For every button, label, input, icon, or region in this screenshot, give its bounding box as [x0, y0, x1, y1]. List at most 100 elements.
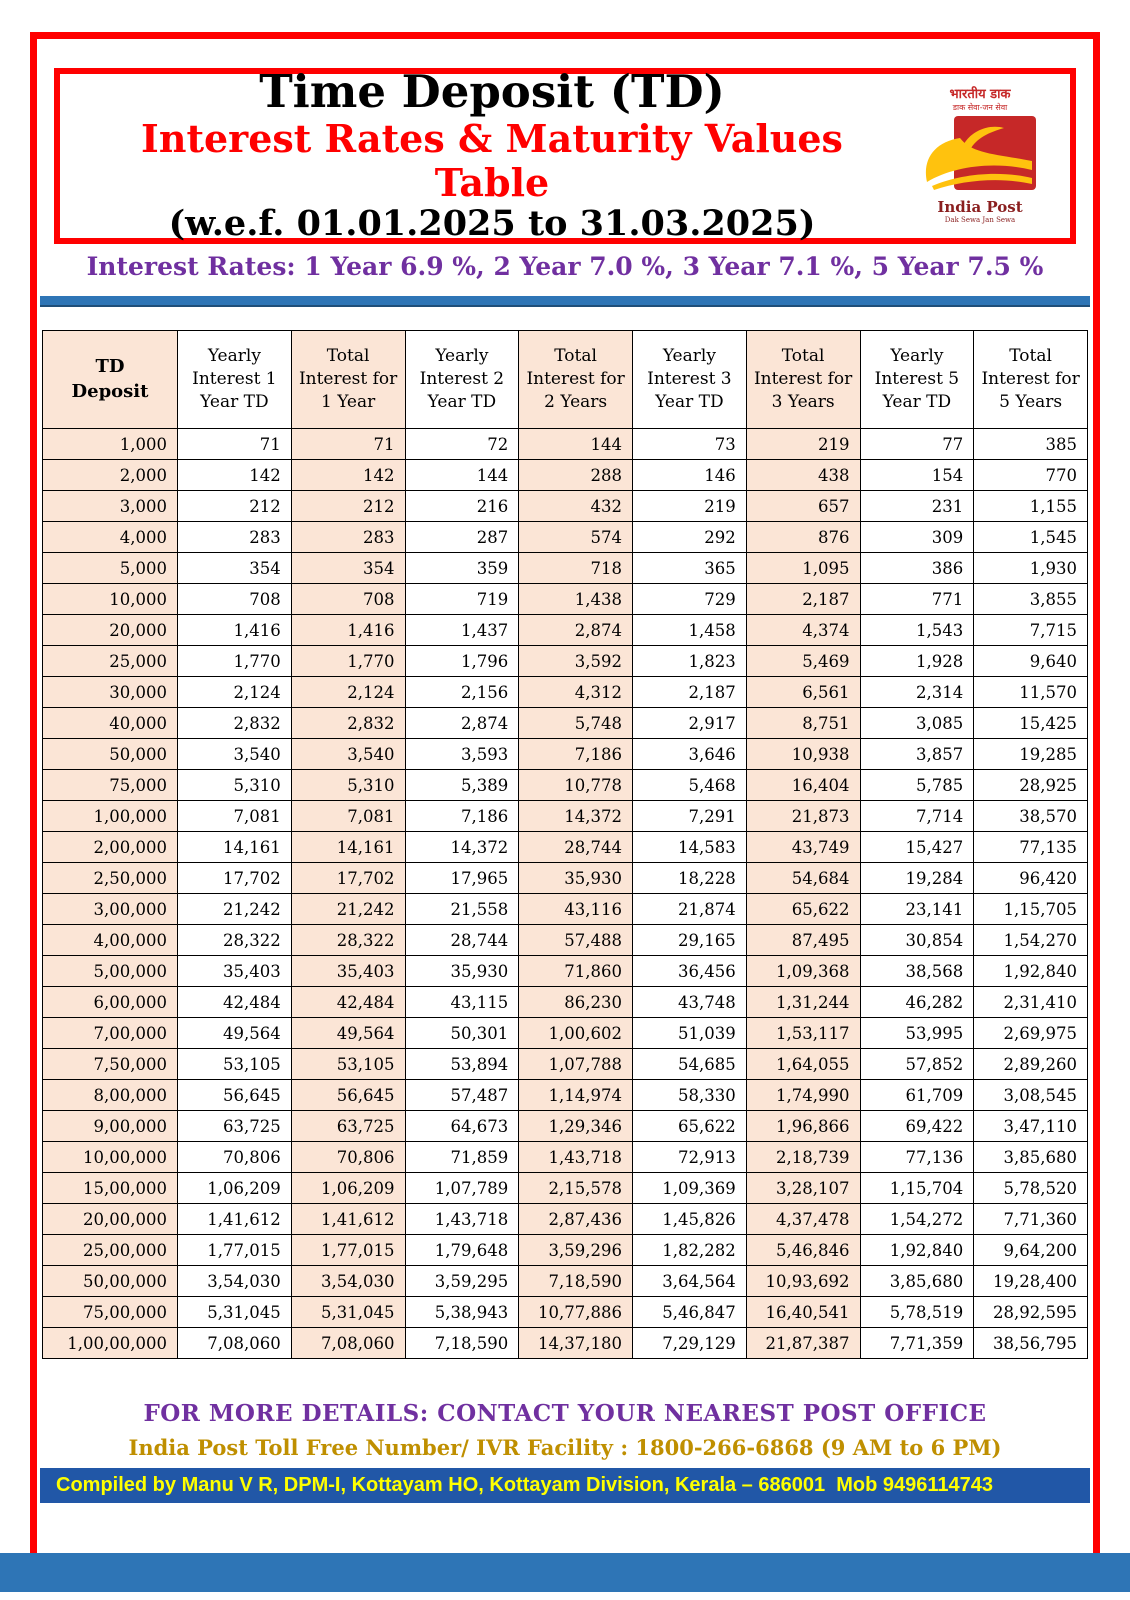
- india-post-logo: भारतीय डाक डाक सेवा-जन सेवा India Post D…: [900, 87, 1070, 224]
- value-cell: 10,77,886: [518, 1296, 633, 1328]
- deposit-cell: 7,00,000: [42, 1017, 178, 1049]
- value-cell: 3,855: [973, 583, 1088, 615]
- value-cell: 5,310: [177, 769, 292, 801]
- value-cell: 657: [745, 490, 861, 522]
- value-cell: 2,187: [745, 583, 861, 615]
- column-header: TD Deposit: [42, 330, 178, 429]
- effective-period: (w.e.f. 01.01.2025 to 31.03.2025): [168, 203, 816, 245]
- deposit-cell: 4,00,000: [42, 924, 178, 956]
- value-cell: 1,09,369: [632, 1172, 747, 1204]
- deposit-cell: 8,00,000: [42, 1079, 178, 1111]
- deposit-cell: 10,000: [42, 583, 178, 615]
- value-cell: 21,873: [745, 800, 861, 832]
- value-cell: 58,330: [632, 1079, 747, 1111]
- value-cell: 231: [859, 490, 975, 522]
- bottom-blue-strip: [0, 1553, 1130, 1592]
- value-cell: 142: [290, 459, 406, 491]
- value-cell: 5,38,943: [404, 1296, 520, 1328]
- value-cell: 15,427: [859, 831, 975, 863]
- value-cell: 96,420: [973, 862, 1088, 894]
- value-cell: 2,124: [290, 676, 406, 708]
- table-row: 10,000 708 708 719 1,438 729 2,187 771 3,855: [42, 583, 1088, 615]
- column-header: Total Interest for 1 Year: [290, 330, 406, 429]
- india-post-emblem-icon: [925, 116, 1036, 191]
- value-cell: 3,85,680: [973, 1141, 1088, 1173]
- value-cell: 354: [290, 552, 406, 584]
- value-cell: 2,917: [632, 707, 747, 739]
- table-row: 7,50,000 53,105 53,105 53,894 1,07,788 54,685…: [42, 1048, 1088, 1080]
- value-cell: 18,228: [632, 862, 747, 894]
- value-cell: 19,284: [859, 862, 975, 894]
- value-cell: 1,416: [290, 614, 406, 646]
- deposit-cell: 3,000: [42, 490, 178, 522]
- value-cell: 1,74,990: [745, 1079, 861, 1111]
- value-cell: 1,770: [177, 645, 292, 677]
- value-cell: 3,85,680: [859, 1265, 975, 1297]
- value-cell: 3,085: [859, 707, 975, 739]
- value-cell: 57,488: [518, 924, 633, 956]
- value-cell: 17,702: [177, 862, 292, 894]
- value-cell: 1,41,612: [290, 1203, 406, 1235]
- value-cell: 19,285: [973, 738, 1088, 770]
- column-header: Yearly Interest 1 Year TD: [177, 330, 292, 429]
- value-cell: 574: [518, 521, 633, 553]
- value-cell: 49,564: [290, 1017, 406, 1049]
- value-cell: 365: [632, 552, 747, 584]
- value-cell: 729: [632, 583, 747, 615]
- value-cell: 5,78,520: [973, 1172, 1088, 1204]
- value-cell: 5,389: [404, 769, 520, 801]
- value-cell: 35,930: [404, 955, 520, 987]
- table-row: 1,00,00,000 7,08,060 7,08,060 7,18,590 14,37…: [42, 1327, 1088, 1359]
- deposit-cell: 2,50,000: [42, 862, 178, 894]
- deposit-cell: 50,00,000: [42, 1265, 178, 1297]
- deposit-cell: 50,000: [42, 738, 178, 770]
- value-cell: 4,312: [518, 676, 633, 708]
- deposit-cell: 20,000: [42, 614, 178, 646]
- value-cell: 1,438: [518, 583, 633, 615]
- value-cell: 64,673: [404, 1110, 520, 1142]
- value-cell: 1,29,346: [518, 1110, 633, 1142]
- value-cell: 708: [177, 583, 292, 615]
- value-cell: 54,685: [632, 1048, 747, 1080]
- value-cell: 1,543: [859, 614, 975, 646]
- deposit-cell: 5,00,000: [42, 955, 178, 987]
- value-cell: 7,186: [518, 738, 633, 770]
- value-cell: 71: [290, 428, 406, 460]
- value-cell: 11,570: [973, 676, 1088, 708]
- value-cell: 1,930: [973, 552, 1088, 584]
- value-cell: 5,46,847: [632, 1296, 747, 1328]
- value-cell: 1,823: [632, 645, 747, 677]
- table-row: 7,00,000 49,564 49,564 50,301 1,00,602 51,039…: [42, 1017, 1088, 1049]
- value-cell: 1,54,272: [859, 1203, 975, 1235]
- value-cell: 1,43,718: [518, 1141, 633, 1173]
- value-cell: 28,744: [518, 831, 633, 863]
- value-cell: 3,857: [859, 738, 975, 770]
- value-cell: 1,15,704: [859, 1172, 975, 1204]
- value-cell: 1,14,974: [518, 1079, 633, 1111]
- value-cell: 3,54,030: [177, 1265, 292, 1297]
- value-cell: 63,725: [177, 1110, 292, 1142]
- table-row: 1,00,000 7,081 7,081 7,186 14,372 7,291 21,873…: [42, 800, 1088, 832]
- value-cell: 51,039: [632, 1017, 747, 1049]
- value-cell: 73: [632, 428, 747, 460]
- value-cell: 2,314: [859, 676, 975, 708]
- value-cell: 28,925: [973, 769, 1088, 801]
- value-cell: 719: [404, 583, 520, 615]
- value-cell: 3,08,545: [973, 1079, 1088, 1111]
- deposit-cell: 15,00,000: [42, 1172, 178, 1204]
- value-cell: 3,64,564: [632, 1265, 747, 1297]
- value-cell: 28,92,595: [973, 1296, 1088, 1328]
- value-cell: 1,155: [973, 490, 1088, 522]
- table-row: 5,00,000 35,403 35,403 35,930 71,860 36,456 1,…: [42, 955, 1088, 987]
- deposit-cell: 1,00,00,000: [42, 1327, 178, 1359]
- value-cell: 1,31,244: [745, 986, 861, 1018]
- logo-english-tagline: Dak Sewa Jan Sewa: [944, 215, 1016, 224]
- interest-rates-line: Interest Rates: 1 Year 6.9 %, 2 Year 7.0…: [86, 252, 1044, 281]
- value-cell: 8,751: [745, 707, 861, 739]
- value-cell: 1,92,840: [973, 955, 1088, 987]
- value-cell: 14,583: [632, 831, 747, 863]
- value-cell: 43,115: [404, 986, 520, 1018]
- value-cell: 5,468: [632, 769, 747, 801]
- value-cell: 7,18,590: [518, 1265, 633, 1297]
